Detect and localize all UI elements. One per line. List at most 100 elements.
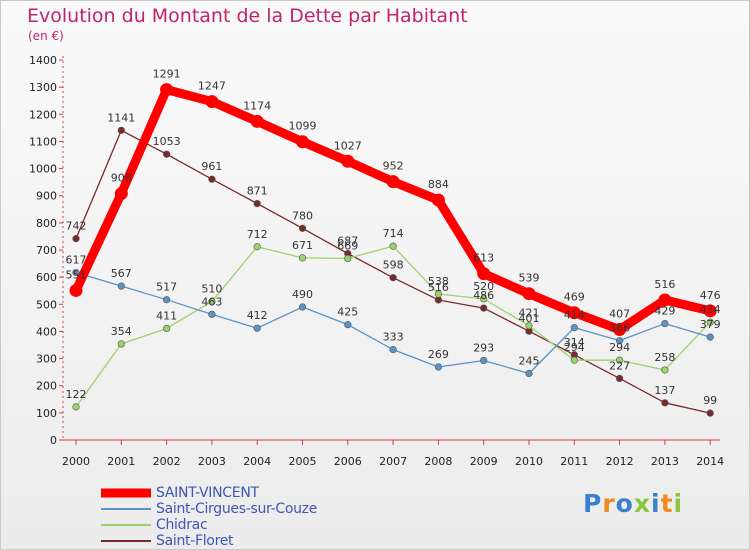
x-tick-label: 2014 [696,455,724,468]
data-label-saint-vincent: 516 [654,278,675,291]
legend-label: Saint-Cirgues-sur-Couze [156,501,318,517]
x-tick-label: 2004 [243,455,271,468]
data-label-chidrac: 258 [654,351,675,364]
data-point-chidrac [163,324,171,333]
data-label-saint-floret: 516 [428,281,449,294]
data-label-saint-floret: 1053 [153,135,181,148]
legend-swatch [101,540,151,542]
data-point-saint-cirgues-sur-couze [615,337,624,345]
data-point-saint-vincent [114,187,128,201]
y-tick-label: 1000 [29,163,57,176]
data-point-saint-floret [389,274,397,282]
data-point-saint-vincent [613,323,627,337]
data-label-chidrac: 122 [66,388,87,401]
x-tick-label: 2000 [62,455,90,468]
data-label-saint-vincent: 1099 [289,120,317,133]
data-point-saint-cirgues-sur-couze [706,333,714,341]
data-label-chidrac: 669 [337,239,358,252]
data-point-saint-cirgues-sur-couze [661,319,669,328]
data-label-saint-cirgues-sur-couze: 412 [247,309,268,322]
data-point-saint-cirgues-sur-couze [208,310,216,318]
data-point-saint-floret [208,175,216,183]
y-tick-label: 900 [36,190,57,203]
data-point-chidrac [72,403,80,411]
logo-letter: t [660,489,674,518]
data-point-saint-vincent [703,304,717,318]
legend-swatch [101,524,151,526]
data-point-saint-floret [298,224,307,232]
legend-label: Saint-Floret [156,533,234,549]
y-tick-label: 500 [36,298,57,311]
data-point-saint-vincent [477,267,491,281]
proxiti-logo: Proxiti [583,489,683,518]
data-point-saint-cirgues-sur-couze [389,346,397,354]
data-point-chidrac [480,295,488,303]
data-label-saint-cirgues-sur-couze: 269 [428,348,449,361]
data-label-saint-vincent: 952 [383,160,404,173]
data-label-chidrac: 510 [201,283,222,296]
x-tick-label: 2011 [560,455,588,468]
data-label-saint-vincent: 539 [519,272,540,285]
data-label-saint-cirgues-sur-couze: 293 [473,341,494,354]
data-label-saint-floret: 227 [609,359,630,372]
data-label-saint-cirgues-sur-couze: 517 [156,281,177,294]
data-label-saint-vincent: 476 [700,289,721,302]
y-tick-label: 800 [36,217,57,230]
legend-swatch [101,488,151,498]
y-tick-label: 400 [36,325,57,338]
data-point-chidrac [298,254,307,262]
data-point-saint-floret [72,235,80,243]
data-label-saint-cirgues-sur-couze: 425 [337,306,358,319]
data-label-saint-floret: 137 [654,384,675,397]
data-point-chidrac [434,290,443,298]
data-point-saint-floret [661,399,669,407]
legend-label: SAINT-VINCENT [156,485,259,501]
y-tick-label: 1200 [29,108,57,121]
data-point-saint-vincent [567,306,581,320]
data-label-saint-vincent: 1247 [198,80,226,93]
data-point-saint-cirgues-sur-couze [298,303,307,311]
data-label-saint-floret: 598 [383,259,404,272]
x-tick-label: 2005 [289,455,317,468]
data-point-saint-cirgues-sur-couze [253,324,261,332]
data-label-saint-floret: 687 [337,235,358,248]
chart-subtitle: (en €) [28,29,64,43]
data-label-chidrac: 671 [292,239,313,252]
data-point-saint-floret [117,126,125,134]
chart-axes: 0 100 200 300 400 500 600 700 800 900 1000 1100 1200… [29,54,724,468]
data-point-saint-vincent [160,83,174,97]
y-tick-label: 200 [36,380,57,393]
data-point-saint-cirgues-sur-couze [570,324,578,332]
data-label-chidrac: 520 [473,280,494,293]
x-tick-label: 2012 [606,455,634,468]
data-point-saint-cirgues-sur-couze [480,356,488,365]
logo-letter: P [583,489,603,518]
data-label-saint-cirgues-sur-couze: 245 [519,355,540,368]
data-point-saint-cirgues-sur-couze [72,268,80,277]
data-label-saint-floret: 314 [564,336,585,349]
data-point-saint-floret [706,409,714,417]
x-tick-label: 2010 [515,455,543,468]
logo-letter: i [651,489,661,518]
data-label-saint-cirgues-sur-couze: 567 [111,267,132,280]
data-label-saint-vincent: 1174 [243,99,271,112]
data-point-saint-vincent [386,175,400,189]
legend-swatch [101,508,151,510]
data-point-saint-vincent [658,293,672,307]
x-tick-label: 2009 [470,455,498,468]
data-point-saint-vincent [250,114,264,128]
logo-letter: x [633,489,651,518]
logo-letter: o [615,489,634,518]
data-label-saint-vincent: 551 [66,268,87,281]
data-point-saint-cirgues-sur-couze [163,296,171,304]
y-tick-label: 0 [50,434,57,447]
data-point-saint-vincent [69,283,83,297]
data-point-saint-vincent [341,154,355,168]
data-label-saint-floret: 780 [292,209,313,222]
data-point-saint-floret [163,150,171,158]
data-label-chidrac: 714 [383,227,404,240]
data-point-chidrac [525,322,533,330]
y-tick-label: 700 [36,244,57,257]
